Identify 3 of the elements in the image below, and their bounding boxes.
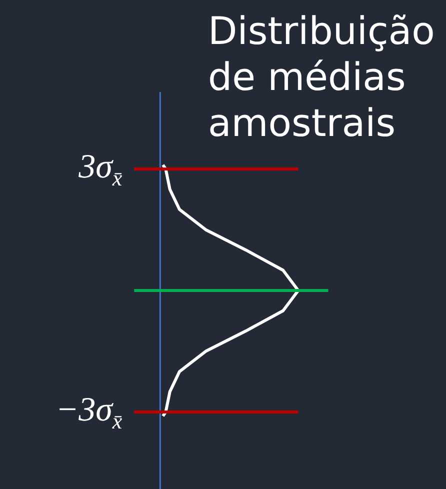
y-tick-label: 3σ$_{x̄}$ <box>78 148 122 192</box>
y-tick-label: −3σ$_{x̄}$ <box>56 392 122 436</box>
chart-title: Distribuição de médias amostrais <box>208 8 436 146</box>
